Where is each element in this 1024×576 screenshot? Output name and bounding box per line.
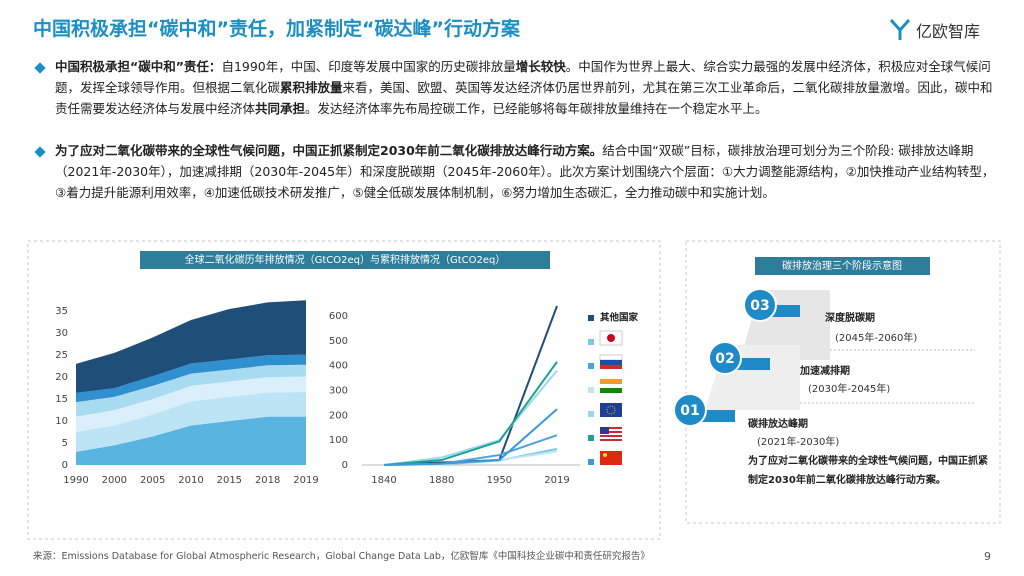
stage-name: 碳排放达峰期 (748, 417, 808, 430)
panel-title: 全球二氧化碳历年排放情况（GtCO2eq）与累积排放情况（GtCO2eq） (185, 253, 506, 266)
stage-name: 深度脱碳期 (825, 311, 875, 324)
legend-swatch (588, 339, 594, 345)
line (383, 369, 558, 466)
area (76, 392, 306, 452)
y-tick-label: 600 (329, 311, 348, 322)
stage-period: (2030年-2045年) (808, 382, 890, 395)
legend-swatch (588, 411, 594, 417)
x-tick-label: 1840 (371, 475, 396, 486)
x-tick-label: 1880 (429, 475, 454, 486)
stage-note: 为了应对二氧化碳带来的全球性气候问题，中国正抓紧制定2030年前二氧化碳排放达峰… (748, 456, 988, 486)
panel-header (755, 257, 930, 275)
text-run: 自1990年，中国、印度等发展中国家的历史碳排放量 (221, 59, 516, 74)
x-tick-label: 2015 (217, 475, 242, 486)
x-tick-label: 1950 (487, 475, 512, 486)
legend-flags (599, 330, 623, 465)
text-run: 中国积极承担“碳中和”责任： (55, 59, 222, 74)
stage-badge (673, 393, 707, 427)
title: 中国积极承担“碳中和”责任，加紧制定“碳达峰”行动方案 (33, 18, 520, 40)
y-tick-label: 400 (329, 361, 348, 372)
y-tick-label: 0 (342, 460, 348, 471)
y-tick-label: 15 (55, 394, 68, 405)
logo-icon (889, 18, 911, 40)
x-tick-label: 2018 (255, 475, 280, 486)
y-tick-label: 20 (55, 372, 68, 383)
stage-period: (2021年-2030年) (757, 435, 839, 448)
y-tick-label: 25 (55, 350, 68, 361)
x-tick-label: 2010 (178, 475, 203, 486)
legend-swatch (588, 459, 594, 465)
page-number: 9 (984, 550, 991, 563)
legend-swatch (588, 387, 594, 393)
y-tick-label: 500 (329, 336, 348, 347)
stage-name: 加速减排期 (799, 364, 850, 377)
line (383, 361, 558, 466)
y-tick-label: 35 (55, 306, 68, 317)
area (76, 376, 306, 433)
y-tick-label: 300 (329, 385, 348, 396)
x-tick-label: 2019 (544, 475, 569, 486)
y-tick-label: 5 (62, 438, 68, 449)
text-run: 为了应对二氧化碳带来的全球性气候问题，中国正抓紧制定2030年前二氧化碳排放达峰… (55, 143, 603, 158)
y-tick-label: 30 (55, 328, 68, 339)
stage-badge (708, 341, 742, 375)
legend-swatch (588, 315, 594, 321)
line (383, 305, 558, 466)
x-tick-label: 2005 (140, 475, 165, 486)
legend-label: 其他国家 (600, 312, 639, 324)
chart-panel (27, 240, 661, 540)
text-run: 累积排放量 (280, 80, 343, 95)
source: 来源：Emissions Database for Global Atmosph… (33, 551, 650, 562)
text-run: 结合中国“双碳”目标，碳排放治理可划分为三个阶段: 碳排放达峰期（2021年-2… (55, 143, 995, 200)
x-tick-label: 2000 (102, 475, 127, 486)
stage-period: (2045年-2060年) (835, 331, 917, 344)
bullet-text: 为了应对二氧化碳带来的全球性气候问题，中国正抓紧制定2030年前二氧化碳排放达峰… (55, 140, 995, 203)
stage-number: 02 (715, 351, 734, 367)
x-tick-label: 1990 (63, 475, 88, 486)
area (76, 300, 306, 393)
y-tick-label: 10 (55, 416, 68, 427)
text-run: 共同承担 (255, 101, 306, 116)
bullet-text: 中国积极承担“碳中和”责任：自1990年，中国、印度等发展中国家的历史碳排放量增… (55, 56, 995, 119)
text-run: 。发达经济体率先布局控碳工作，已经能够将每年碳排放量维持在一个稳定水平上。 (305, 101, 768, 116)
area (76, 354, 306, 403)
legend-swatch (588, 363, 594, 369)
line (383, 408, 558, 466)
text-run: 。中国作为世界上最大、综合实力最强的发展中经济体，积极应对全球气候问题，发挥全球… (55, 59, 991, 95)
text-run: 增长较快 (515, 59, 566, 74)
panel-title: 碳排放治理三个阶段示意图 (782, 259, 902, 272)
text-run: 来看，美国、欧盟、英国等发达经济体仍居世界前列，尤其在第三次工业革命后，二氧化碳… (55, 80, 993, 116)
stage-number: 03 (750, 298, 769, 314)
stage-badge (743, 288, 777, 322)
panel-header (140, 251, 550, 269)
x-tick-label: 2019 (293, 475, 318, 486)
stage-panel (685, 240, 1001, 524)
legend-swatch (588, 435, 594, 441)
y-tick-label: 100 (329, 435, 348, 446)
y-tick-label: 200 (329, 410, 348, 421)
y-tick-label: 0 (62, 460, 68, 471)
logo: 亿欧智库 (916, 22, 981, 41)
area (76, 364, 306, 417)
area (76, 416, 306, 465)
stage-number: 01 (680, 403, 699, 419)
